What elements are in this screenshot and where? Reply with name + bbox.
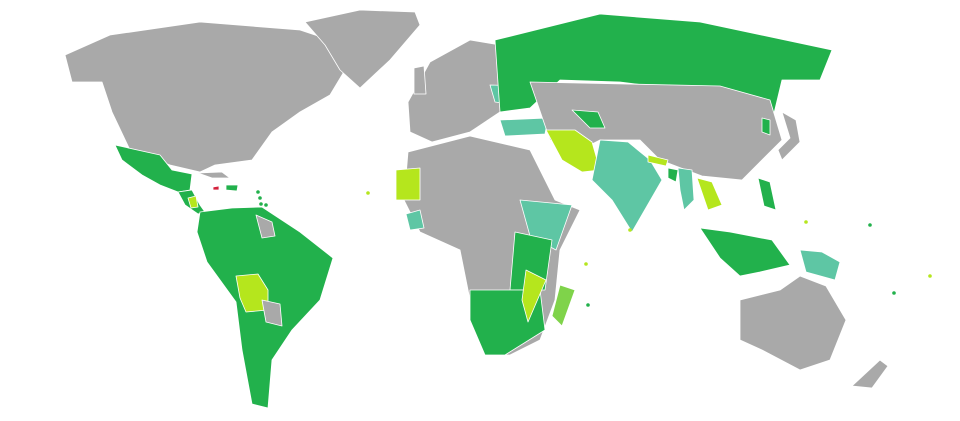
country-uk[interactable] [413,65,427,95]
country-japan[interactable] [777,111,801,161]
country-uzbekistan[interactable] [571,109,606,129]
country-australia[interactable] [739,275,847,371]
country-indonesia-malaysia[interactable] [699,227,791,277]
oceania [366,191,932,389]
country-turkey[interactable] [499,117,549,137]
island[interactable] [628,228,632,232]
asia [494,13,841,281]
country-east-africa[interactable] [509,231,553,291]
country-paraguay[interactable] [261,299,283,327]
country-nepal[interactable] [647,154,669,167]
island[interactable] [264,203,268,207]
country-laos[interactable] [696,177,723,211]
island[interactable] [892,291,896,295]
country-guyana[interactable] [255,214,276,239]
country-west-africa[interactable] [405,209,425,231]
country-dominican-republic[interactable] [225,184,239,192]
country-india[interactable] [591,139,663,233]
country-new-zealand[interactable] [851,359,889,389]
africa [395,135,581,356]
country-myanmar[interactable] [677,167,695,211]
north-america [64,9,421,215]
island[interactable] [366,191,370,195]
country-cuba[interactable] [197,171,231,179]
country-canada-usa[interactable] [64,21,346,173]
country-madagascar[interactable] [551,284,576,327]
country-philippines[interactable] [757,177,777,211]
island[interactable] [928,274,932,278]
island[interactable] [256,190,260,194]
country-nicaragua[interactable] [187,195,199,209]
country-papua-new-guinea[interactable] [799,249,841,281]
country-mozambique[interactable] [521,269,547,323]
island[interactable] [868,223,872,227]
country-mauritania[interactable] [395,167,421,201]
country-greenland[interactable] [304,9,421,89]
island[interactable] [259,202,263,206]
island[interactable] [584,262,588,266]
country-bangladesh[interactable] [667,167,679,183]
country-korea[interactable] [761,117,771,136]
south-america [196,206,334,409]
island[interactable] [804,220,808,224]
island[interactable] [586,303,590,307]
island[interactable] [258,196,262,200]
country-haiti[interactable] [212,185,220,191]
